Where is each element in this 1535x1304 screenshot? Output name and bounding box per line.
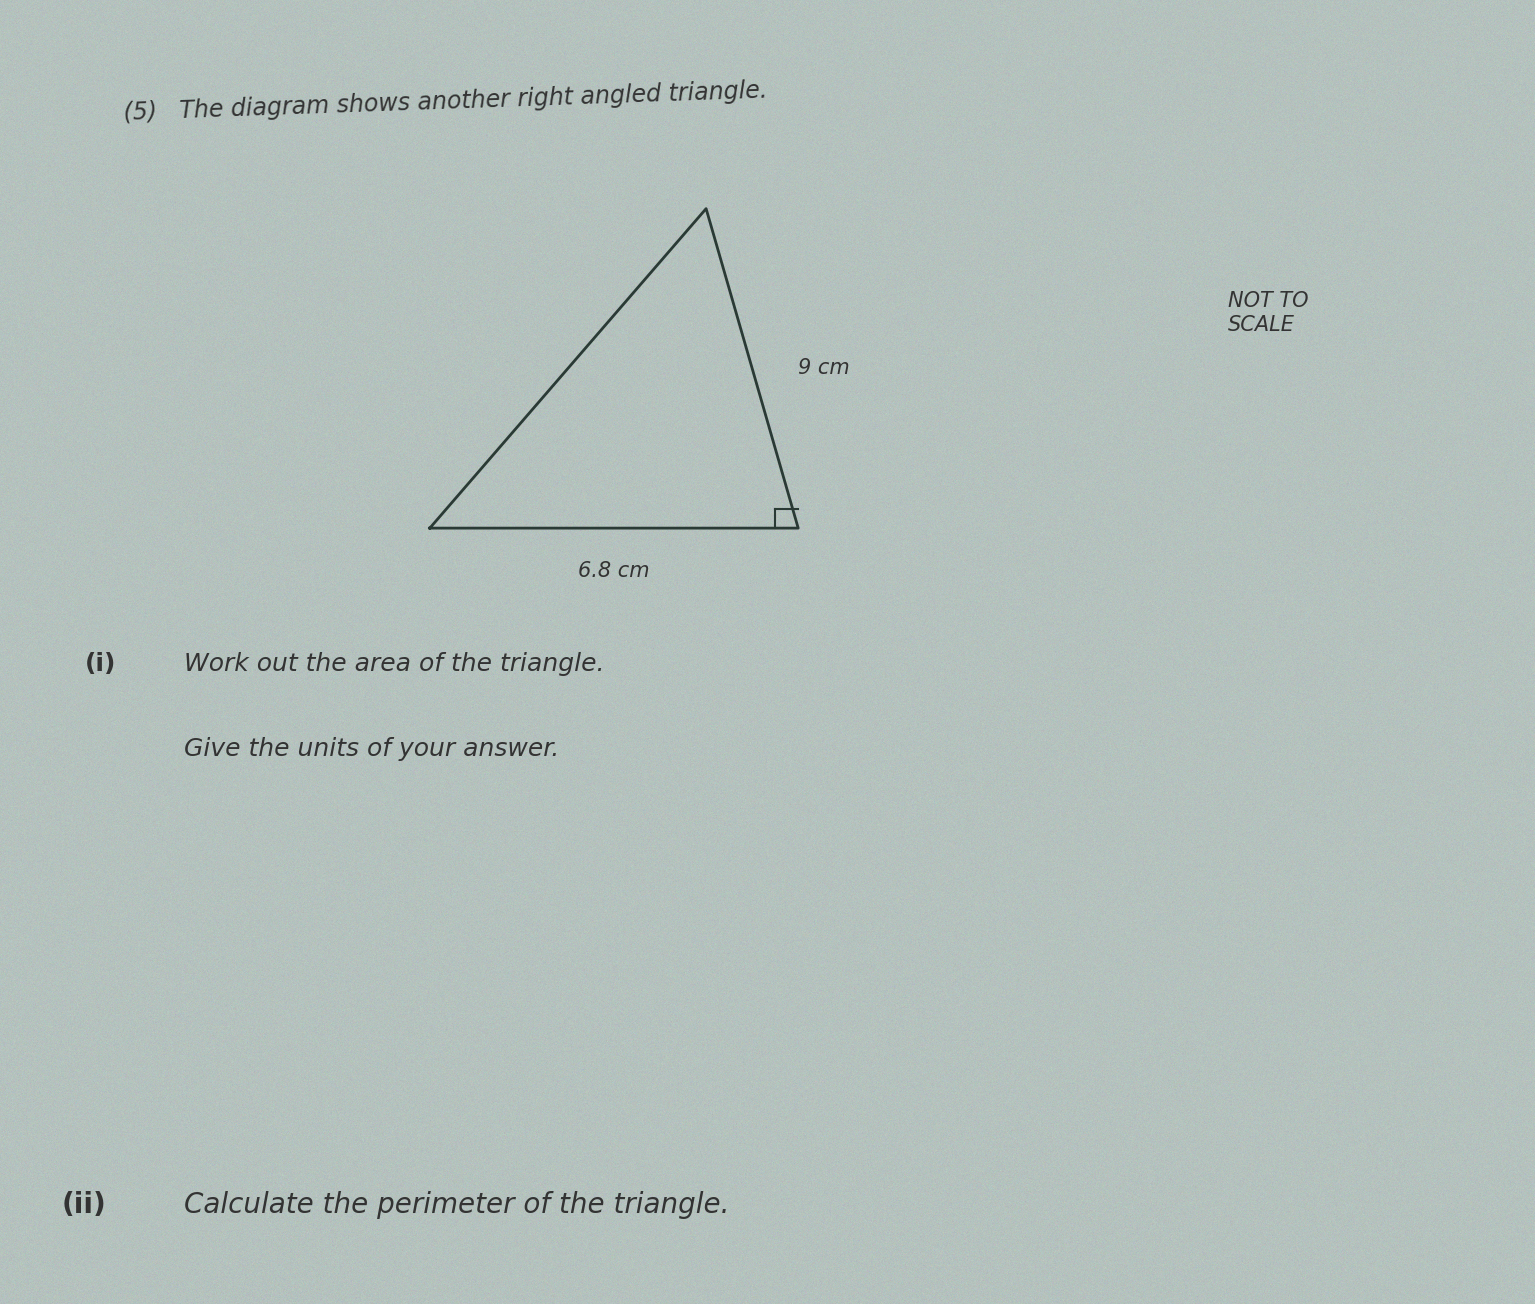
Text: (ii): (ii) [61,1192,106,1219]
Text: (i): (i) [84,652,115,675]
Text: NOT TO
SCALE: NOT TO SCALE [1228,291,1308,335]
Text: Give the units of your answer.: Give the units of your answer. [184,737,559,760]
Text: 6.8 cm: 6.8 cm [579,561,649,580]
Text: Work out the area of the triangle.: Work out the area of the triangle. [184,652,605,675]
Text: 9 cm: 9 cm [798,359,850,378]
Text: (5)   The diagram shows another right angled triangle.: (5) The diagram shows another right angl… [123,78,767,125]
Text: Calculate the perimeter of the triangle.: Calculate the perimeter of the triangle. [184,1192,729,1219]
